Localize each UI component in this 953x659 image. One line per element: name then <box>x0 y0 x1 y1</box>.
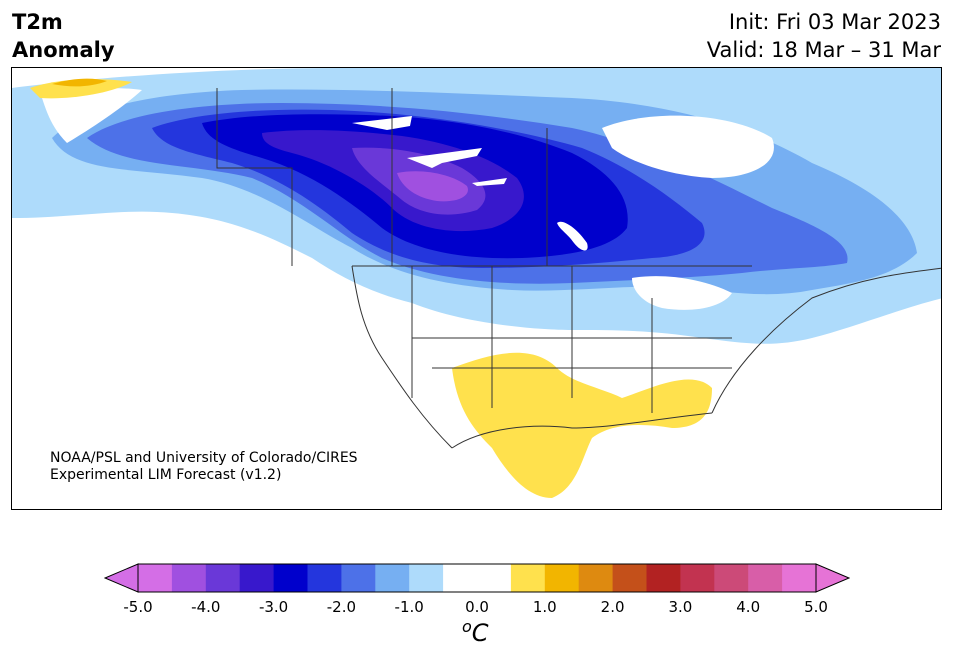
map-frame: NOAA/PSL and University of Colorado/CIRE… <box>11 67 942 510</box>
colorbar-tick-label: 5.0 <box>804 598 828 616</box>
colorbar-segment <box>680 564 715 592</box>
colorbar-segment <box>578 564 614 592</box>
colorbar-segment <box>375 564 410 592</box>
colorbar-segment <box>239 564 275 592</box>
colorbar-segment <box>646 564 681 592</box>
colorbar-tick-label: 2.0 <box>600 598 625 616</box>
colorbar-segment <box>510 564 546 592</box>
colorbar-segment <box>171 564 207 592</box>
colorbar-tick-label: 4.0 <box>736 598 761 616</box>
colorbar-tick-label: -2.0 <box>326 598 357 616</box>
northern-ocean-inlet <box>42 88 142 143</box>
anomaly-region-plus-1.5 <box>52 78 107 87</box>
colorbar-segment <box>782 564 817 592</box>
anomaly-map <box>12 68 941 498</box>
credit-line-2: Experimental LIM Forecast (v1.2) <box>50 467 282 483</box>
colorbar-tick-label: -4.0 <box>191 598 221 616</box>
atlantic-coastline <box>711 267 941 414</box>
units-main: C <box>471 619 489 647</box>
canada-interior-border <box>216 88 293 266</box>
forecast-dates: Init: Fri 03 Mar 2023 Valid: 18 Mar – 31… <box>707 8 941 64</box>
lake-winnipeg <box>557 221 588 251</box>
colorbar-under-arrow <box>104 563 139 593</box>
credit-text: NOAA/PSL and University of Colorado/CIRE… <box>50 450 358 484</box>
pacific-coastline <box>351 265 453 449</box>
colorbar-segment <box>477 564 512 592</box>
units-superscript: o <box>462 617 472 636</box>
title-line-2: Anomaly <box>12 38 115 62</box>
colorbar-tick-label: -5.0 <box>123 598 153 616</box>
hudson-bay <box>602 115 774 178</box>
title-line-1: T2m <box>12 10 63 34</box>
credit-line-1: NOAA/PSL and University of Colorado/CIRE… <box>50 450 358 466</box>
units-label: oC <box>462 617 489 647</box>
colorbar-segment <box>205 564 241 592</box>
init-date: Init: Fri 03 Mar 2023 <box>728 10 941 34</box>
great-bear-lake <box>352 116 412 130</box>
colorbar-segment <box>341 564 376 592</box>
colorbar-tick-label: 3.0 <box>668 598 693 616</box>
colorbar-segment <box>748 564 783 592</box>
colorbar-segment <box>544 564 580 592</box>
great-lakes <box>632 276 732 310</box>
colorbar-segment <box>307 564 342 592</box>
colorbar-segment <box>138 564 173 592</box>
colorbar-segment <box>612 564 647 592</box>
great-slave-lake <box>407 148 482 168</box>
colorbar-segment <box>409 564 444 592</box>
colorbar-tick-label: 1.0 <box>532 598 557 616</box>
colorbar-tick-label: -1.0 <box>394 598 424 616</box>
valid-date: Valid: 18 Mar – 31 Mar <box>706 38 941 62</box>
map-title: T2m Anomaly <box>12 8 115 64</box>
colorbar-segment <box>443 564 478 592</box>
lake-athabasca <box>472 178 507 186</box>
gulf-coastline <box>451 412 713 449</box>
colorbar-segment <box>273 564 308 592</box>
colorbar-tick-label: 0.0 <box>465 598 489 616</box>
anomaly-region-minus-4 <box>397 171 468 202</box>
colorbar-segment <box>714 564 749 592</box>
anomaly-region-plus-1 <box>452 352 712 498</box>
colorbar-tick-label: -3.0 <box>258 598 289 616</box>
colorbar-over-arrow <box>815 563 850 593</box>
colorbar <box>104 563 850 593</box>
